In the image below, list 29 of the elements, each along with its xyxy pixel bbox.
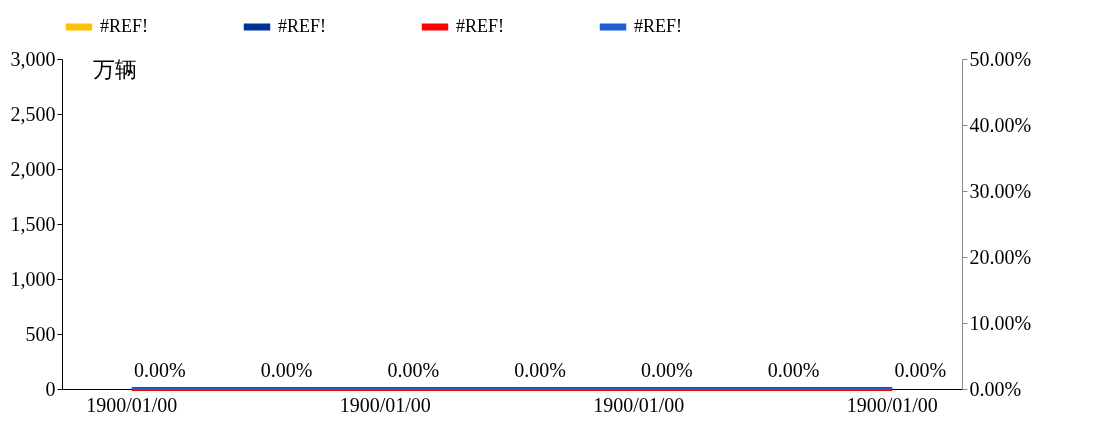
y-tick-label: 0: [45, 377, 56, 400]
y2-tick-label: 20.00%: [969, 245, 1032, 268]
data-label: 0.00%: [260, 359, 313, 381]
y-axis-title: 万辆: [92, 56, 137, 82]
data-label: 0.00%: [133, 359, 186, 381]
x-tick-label: 1900/01/00: [86, 393, 178, 416]
y2-tick-label: 40.00%: [969, 113, 1032, 136]
y2-tick-label: 0.00%: [969, 377, 1022, 400]
x-tick-label: 1900/01/00: [339, 393, 431, 416]
y-tick-label: 1,000: [10, 267, 56, 290]
legend-label: #REF!: [100, 16, 149, 36]
x-tick-label: 1900/01/00: [593, 393, 685, 416]
y-tick-label: 2,500: [10, 102, 56, 125]
y2-tick-label: 30.00%: [969, 179, 1032, 202]
data-label: 0.00%: [514, 359, 566, 381]
legend-label: #REF!: [278, 16, 327, 36]
y-tick-label: 500: [25, 322, 56, 345]
y-tick-label: 2,000: [10, 157, 56, 180]
y2-tick-label: 10.00%: [969, 311, 1032, 334]
data-label: 0.00%: [640, 359, 693, 381]
data-label: 0.00%: [387, 359, 440, 381]
legend-label: #REF!: [634, 16, 683, 36]
data-label: 0.00%: [767, 359, 820, 381]
data-label: 0.00%: [894, 359, 947, 381]
legend-label: #REF!: [456, 16, 505, 36]
y-tick-label: 1,500: [10, 212, 56, 235]
x-tick-label: 1900/01/00: [846, 393, 938, 416]
y-tick-label: 3,000: [10, 47, 56, 70]
y2-tick-label: 50.00%: [969, 47, 1032, 70]
